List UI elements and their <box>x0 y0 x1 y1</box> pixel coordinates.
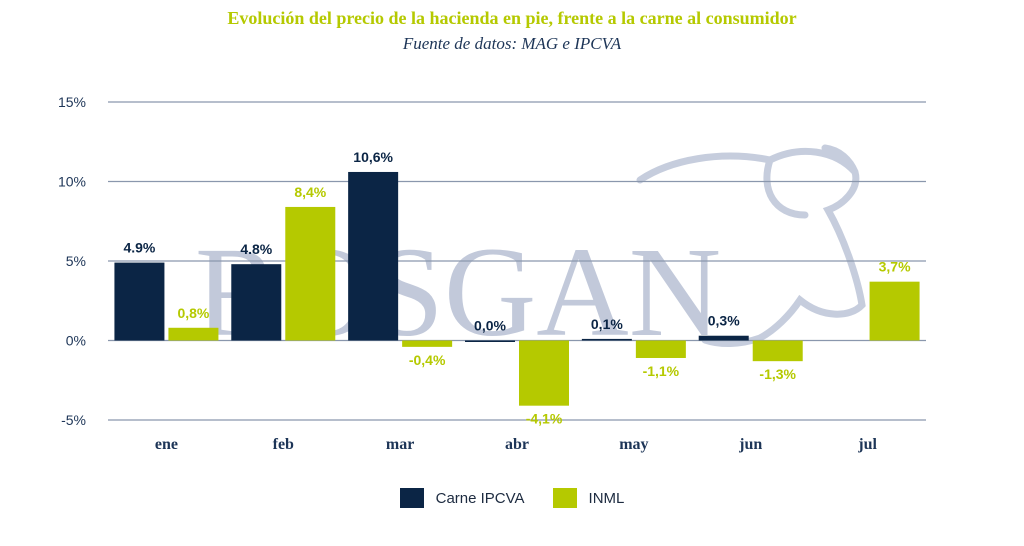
bar-inml-mar <box>402 340 453 347</box>
x-tick-label: ene <box>155 436 178 453</box>
legend-swatch-inml <box>552 488 577 508</box>
chart-title: Evolución del precio de la hacienda en p… <box>227 8 797 28</box>
legend-swatch-carne <box>399 488 424 508</box>
bar-carne-feb <box>231 264 282 341</box>
data-label-carne-ene: 4.9% <box>123 240 155 256</box>
y-tick-label: 0% <box>66 333 86 349</box>
bar-carne-may <box>581 338 632 341</box>
chart-subtitle: Fuente de datos: MAG e IPCVA <box>402 34 622 53</box>
x-tick-label: jun <box>738 436 762 453</box>
y-axis: -5% 0% 5% 10% 15% <box>58 94 86 428</box>
data-label-carne-may: 0,1% <box>591 316 623 332</box>
data-label-inml-abr: -4,1% <box>526 411 563 427</box>
x-tick-label: jul <box>857 436 877 453</box>
bar-inml-may <box>635 340 686 358</box>
data-label-carne-abr: 0,0% <box>474 318 506 334</box>
bar-carne-abr <box>465 340 515 342</box>
y-tick-label: 5% <box>66 253 86 269</box>
data-label-carne-feb: 4.8% <box>240 241 272 257</box>
data-label-carne-jun: 0,3% <box>708 313 740 329</box>
y-tick-label: -5% <box>61 412 86 428</box>
data-label-inml-jun: -1,3% <box>759 366 796 382</box>
watermark: ROSGAN <box>195 144 866 363</box>
legend: Carne IPCVA INML <box>0 488 1024 508</box>
data-label-inml-mar: -0,4% <box>409 352 446 368</box>
x-tick-label: may <box>619 436 648 453</box>
legend-label-carne: Carne IPCVA <box>435 489 525 507</box>
y-tick-label: 10% <box>58 174 86 190</box>
bar-inml-abr <box>519 340 569 406</box>
watermark-text: ROSGAN <box>195 221 721 363</box>
data-label-inml-ene: 0,8% <box>177 305 209 321</box>
bar-inml-ene <box>168 327 219 341</box>
bar-inml-jun <box>752 340 803 362</box>
data-label-inml-jul: 3,7% <box>879 259 911 275</box>
data-label-inml-feb: 8,4% <box>294 184 326 200</box>
bar-carne-ene <box>114 262 165 341</box>
legend-item-carne: Carne IPCVA <box>399 488 525 508</box>
y-tick-label: 15% <box>58 94 86 110</box>
data-label-carne-mar: 10,6% <box>353 149 393 165</box>
bar-carne-mar <box>348 171 399 341</box>
bar-inml-jul <box>869 281 920 341</box>
x-tick-label: feb <box>273 436 294 453</box>
x-tick-label: abr <box>505 436 529 453</box>
legend-item-inml: INML <box>552 488 625 508</box>
bar-labels: 4.9% 0,8% 4.8% 8,4% 10,6% -0,4% 0,0% -4,1% 0,1% -… <box>123 149 911 427</box>
bar-carne-jun <box>698 335 749 341</box>
data-label-inml-may: -1,1% <box>643 363 680 379</box>
legend-label-inml: INML <box>588 489 625 507</box>
bar-inml-feb <box>285 206 336 341</box>
x-tick-label: mar <box>386 436 414 453</box>
watermark-cow-outline <box>636 144 866 347</box>
bars <box>114 171 920 406</box>
x-axis: ene feb mar abr may jun jul <box>155 436 878 453</box>
